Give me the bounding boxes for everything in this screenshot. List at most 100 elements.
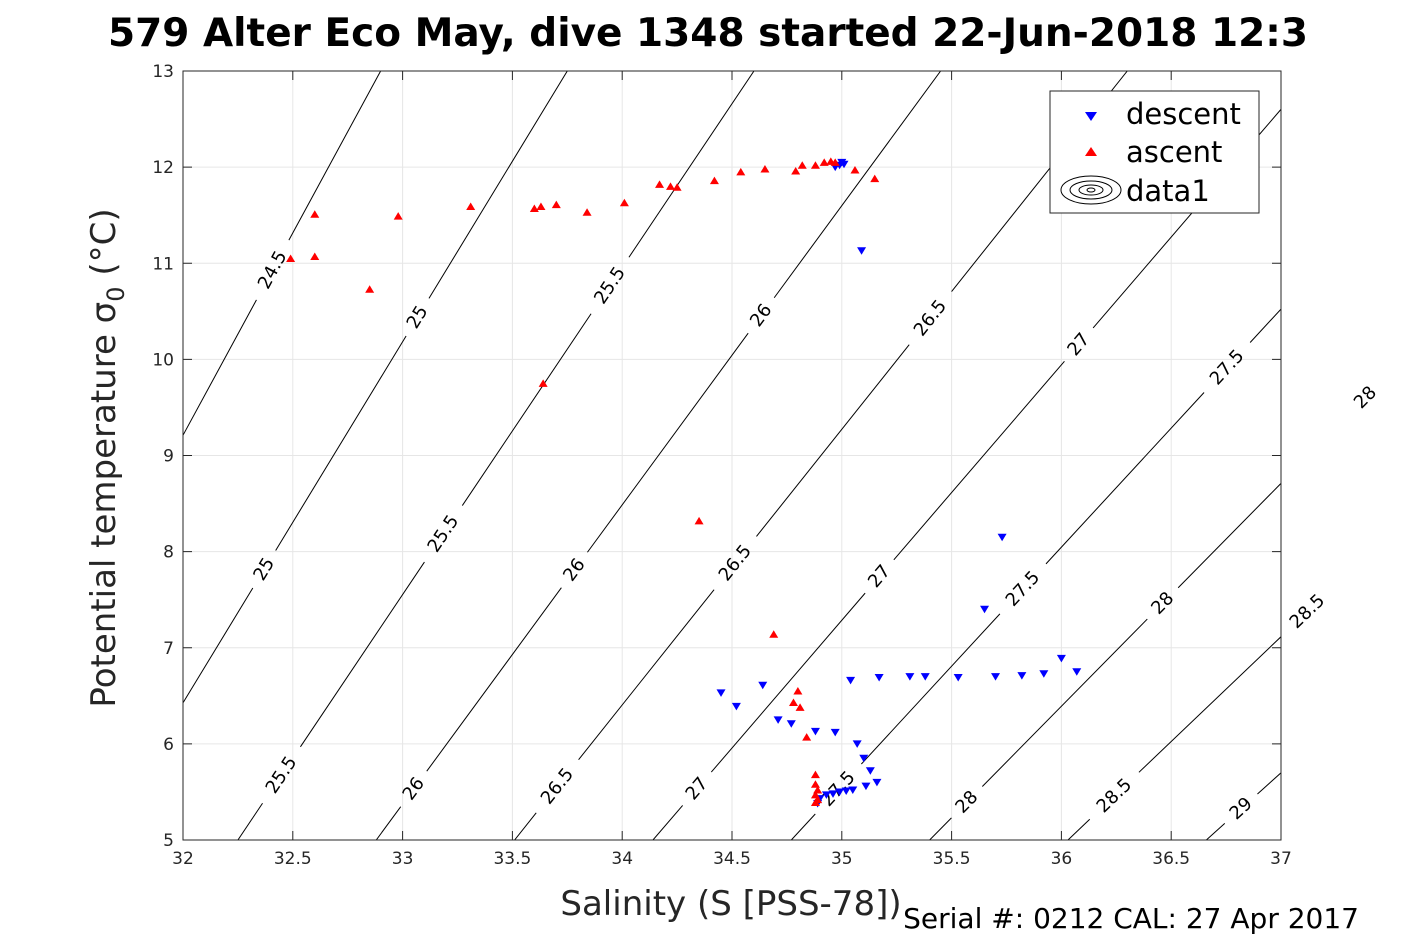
descent-marker [953, 674, 963, 682]
descent-marker [1056, 654, 1066, 663]
x-axis-ticks: 32 32.5 33 33.5 34 34.5 35 35.5 36 36.5 37 [172, 71, 1292, 869]
serial-calibration-text: Serial #: 0212 CAL: 27 Apr 2017 [903, 902, 1359, 935]
isopycnal-label: 28.5 [1286, 590, 1329, 633]
legend-descent-label: descent [1126, 97, 1241, 131]
descent-marker [830, 728, 840, 737]
legend-descent-marker [1085, 112, 1097, 121]
descent-marker [810, 727, 820, 736]
isopycnal-line-27.5 [861, 613, 1001, 765]
ascent-marker [793, 687, 803, 695]
descent-marker [1017, 672, 1027, 680]
y-axis-label: Potential temperature σ0 (°C) [84, 208, 130, 707]
ascent-marker [870, 174, 880, 183]
isopycnal-line-27 [652, 805, 684, 840]
isopycnal-line-26 [426, 587, 562, 772]
x-tick-label: 35 [831, 849, 853, 869]
descent-marker [865, 767, 875, 775]
x-tick-label: 32 [172, 849, 194, 869]
legend: descent ascent data1 [1049, 90, 1260, 214]
y-tick-label: 5 [163, 831, 174, 851]
x-tick-label: 34.5 [713, 849, 751, 869]
isopycnal-line-26.5 [578, 589, 715, 760]
ascent-marker [819, 158, 829, 166]
descent-marker [852, 740, 862, 748]
isopycnal-line-24.5 [288, 71, 382, 241]
ascent-marker [736, 167, 746, 176]
descent-marker [848, 786, 858, 795]
ascent-marker [310, 252, 320, 261]
isopycnal-line-25.5 [628, 71, 755, 258]
ascent-marker [393, 212, 403, 220]
ascent-marker [810, 770, 820, 779]
ascent-marker [551, 200, 561, 209]
ascent-marker [655, 180, 665, 188]
ascent-marker [466, 202, 476, 211]
x-tick-label: 32.5 [274, 849, 312, 869]
isopycnal-line-28.5 [1067, 818, 1091, 840]
isopycnal-line-25.5 [237, 803, 263, 840]
x-tick-label: 33.5 [493, 849, 531, 869]
isopycnal-line-26 [773, 71, 942, 299]
x-tick-label: 36 [1051, 849, 1073, 869]
ascent-marker [802, 733, 812, 741]
descent-marker [821, 791, 831, 799]
ascent-marker [760, 165, 770, 173]
ascent-marker [529, 204, 539, 212]
ascent-marker [286, 254, 296, 262]
y-tick-label: 7 [163, 639, 174, 659]
x-tick-label: 37 [1270, 849, 1292, 869]
descent-marker [997, 533, 1007, 542]
y-axis-label-main: Potential temperature σ [84, 302, 124, 708]
ascent-marker [365, 285, 375, 293]
isopycnal-line-28 [1381, 71, 1417, 382]
isopycnal-line-26 [375, 806, 402, 840]
descent-marker [905, 673, 915, 681]
x-tick-label: 36.5 [1152, 849, 1190, 869]
isopycnal-line-28.5 [1332, 71, 1417, 588]
descent-marker [731, 702, 741, 711]
chart-title: 579 Alter Eco May, dive 1348 started 22-… [108, 11, 1308, 56]
descent-marker [841, 787, 851, 795]
legend-box [1049, 90, 1260, 214]
ascent-marker [709, 176, 719, 185]
ascent-marker [619, 198, 629, 207]
ascent-marker [694, 516, 704, 525]
ascent-marker [538, 379, 548, 387]
y-axis-label-unit: (°C) [84, 208, 124, 286]
isopycnal-line-28.5 [1138, 636, 1281, 773]
ascent-marker [769, 630, 779, 638]
descent-marker [828, 790, 838, 798]
isopycnal-line-24.5 [183, 299, 257, 437]
descent-marker [716, 689, 726, 697]
ascent-marker [850, 166, 860, 174]
isopycnal-contours [183, 71, 1417, 840]
data-markers [286, 157, 1082, 808]
ascent-marker [810, 780, 820, 788]
y-tick-label: 12 [152, 158, 174, 178]
x-tick-label: 34 [611, 849, 633, 869]
isopycnal-line-28 [929, 817, 952, 840]
ascent-marker [788, 698, 798, 707]
legend-ascent-marker [1085, 147, 1097, 156]
ascent-marker [795, 703, 805, 711]
x-tick-label: 33 [392, 849, 414, 869]
isopycnal-line-28 [1177, 482, 1281, 589]
descent-marker [773, 716, 783, 724]
descent-marker [991, 673, 1001, 681]
descent-marker [1072, 668, 1082, 676]
ascent-marker [791, 166, 801, 175]
isopycnal-line-25 [275, 335, 407, 551]
y-tick-label: 13 [152, 62, 174, 82]
y-tick-label: 9 [163, 447, 174, 467]
y-tick-label: 6 [163, 735, 174, 755]
descent-marker [835, 788, 845, 796]
isopycnal-line-26 [587, 332, 749, 553]
descent-marker [846, 676, 856, 685]
isopycnal-line-29 [1206, 823, 1226, 840]
ascent-marker [810, 161, 820, 169]
ascent-marker [536, 202, 546, 211]
ascent-marker [666, 182, 676, 190]
ascent-marker [797, 161, 807, 169]
isopycnal-line-25.5 [461, 313, 592, 506]
